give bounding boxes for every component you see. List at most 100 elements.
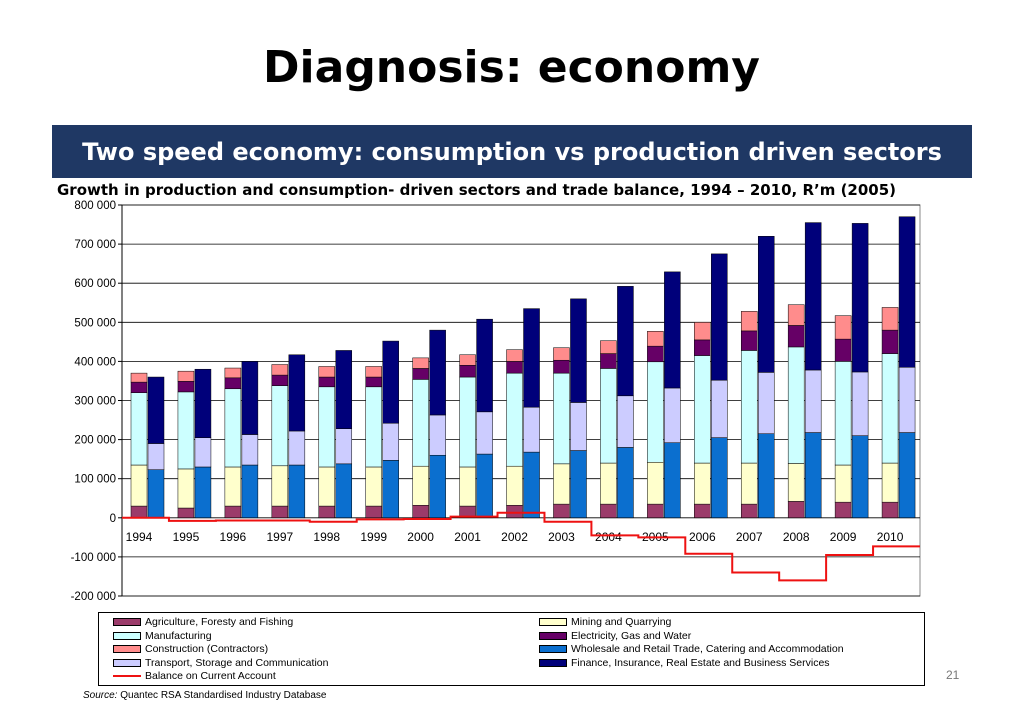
- x-tick-label: 1997: [266, 530, 293, 544]
- bar-segment: [224, 466, 242, 507]
- y-tick-label: 200 000: [74, 435, 116, 447]
- legend-item: Mining and Quarrying: [539, 616, 671, 628]
- bar-segment: [318, 376, 336, 388]
- slide-title: Diagnosis: economy: [263, 42, 760, 93]
- bar-segment: [365, 466, 382, 507]
- bar-segment: [711, 437, 728, 519]
- legend-item: Electricity, Gas and Water: [539, 630, 691, 642]
- legend-swatch: [113, 675, 141, 678]
- bar-segment: [335, 350, 353, 429]
- legend-item: Manufacturing: [113, 630, 212, 642]
- legend-label: Wholesale and Retail Trade, Catering and…: [571, 643, 844, 656]
- bar-segment: [617, 395, 634, 448]
- bar-segment: [506, 361, 523, 374]
- bar-segment: [429, 454, 446, 519]
- bar-segment: [241, 434, 259, 466]
- legend-label: Electricity, Gas and Water: [571, 629, 692, 642]
- bar-segment: [757, 433, 775, 519]
- bar-segment: [570, 402, 587, 451]
- x-tick-label: 1999: [360, 530, 387, 544]
- bar-segment: [194, 437, 212, 468]
- legend-label: Agriculture, Foresty and Fishing: [145, 616, 294, 628]
- bar-segment: [288, 464, 306, 519]
- bar-segment: [834, 361, 852, 466]
- bar-segment: [881, 353, 899, 464]
- bar-segment: [600, 353, 617, 369]
- bar-segment: [459, 365, 476, 378]
- bar-segment: [147, 376, 165, 444]
- bar-segment: [600, 503, 617, 519]
- bar-segment: [664, 387, 681, 443]
- bar-segment: [130, 392, 148, 466]
- x-tick-label: 2000: [407, 530, 434, 544]
- bar-segment: [881, 307, 899, 331]
- bar-segment: [271, 364, 289, 376]
- bar-segment: [241, 464, 259, 519]
- bar-segment: [506, 372, 523, 467]
- bar-segment: [459, 354, 476, 366]
- bar-segment: [365, 366, 382, 378]
- legend-item: Finance, Insurance, Real Estate and Busi…: [539, 657, 830, 669]
- bar-segment: [335, 428, 353, 465]
- bar-segment: [898, 432, 916, 519]
- x-tick-label: 2007: [736, 530, 763, 544]
- bar-segment: [804, 432, 822, 519]
- bar-segment: [318, 466, 336, 507]
- x-tick-label: 2010: [877, 530, 904, 544]
- bar-segment: [600, 340, 617, 354]
- bar-segment: [834, 315, 852, 340]
- y-tick-label: 500 000: [74, 317, 116, 329]
- banner-text: Two speed economy: consumption vs produc…: [82, 137, 942, 166]
- bar-segment: [647, 345, 664, 363]
- bar-segment: [506, 465, 523, 506]
- bar-segment: [271, 465, 289, 507]
- bar-segment: [429, 414, 446, 456]
- legend-label: Finance, Insurance, Real Estate and Busi…: [571, 656, 830, 669]
- bar-segment: [694, 503, 711, 519]
- legend-swatch: [113, 618, 141, 626]
- bar-segment: [194, 368, 212, 438]
- legend-label: Balance on Current Account: [145, 670, 276, 683]
- bar-segment: [834, 338, 852, 362]
- x-tick-label: 1996: [220, 530, 247, 544]
- x-tick-label: 2009: [830, 530, 857, 544]
- bar-segment: [787, 501, 805, 519]
- bar-segment: [147, 443, 165, 470]
- bar-segment: [241, 361, 259, 435]
- bar-segment: [459, 376, 476, 468]
- balance-line: [122, 511, 920, 582]
- bar-segment: [647, 462, 664, 505]
- x-tick-label: 1995: [173, 530, 200, 544]
- page-number: 21: [946, 668, 960, 682]
- legend-item: Balance on Current Account: [113, 670, 276, 682]
- bar-segment: [851, 371, 869, 436]
- y-tick-label: 300 000: [74, 396, 116, 408]
- bar-segment: [194, 466, 212, 519]
- bar-segment: [506, 349, 523, 362]
- bar-segment: [365, 386, 382, 468]
- bar-segment: [834, 501, 852, 519]
- bar-segment: [740, 330, 758, 351]
- bar-segment: [382, 460, 399, 519]
- x-tick-label: 2002: [501, 530, 528, 544]
- chart-title: Growth in production and consumption- dr…: [57, 181, 897, 199]
- bar-segment: [694, 322, 711, 341]
- bar-segment: [271, 374, 289, 386]
- legend-label: Construction (Contractors): [145, 643, 269, 656]
- bar-segment: [881, 462, 899, 503]
- y-tick-label: -200 000: [71, 591, 116, 603]
- legend-label: Transport, Storage and Communication: [145, 656, 329, 669]
- legend-swatch: [539, 631, 567, 640]
- x-tick-label: 1998: [313, 530, 340, 544]
- legend-swatch: [539, 645, 567, 654]
- legend-item: Wholesale and Retail Trade, Catering and…: [539, 643, 844, 655]
- y-tick-label: 600 000: [74, 278, 116, 290]
- legend-item: Construction (Contractors): [113, 643, 268, 655]
- bar-segment: [570, 298, 587, 403]
- bar-segment: [694, 462, 711, 505]
- bar-segment: [130, 505, 148, 519]
- bar-segment: [881, 501, 899, 519]
- bar-segment: [664, 271, 681, 389]
- bar-segment: [288, 354, 306, 432]
- bar-segment: [523, 451, 540, 519]
